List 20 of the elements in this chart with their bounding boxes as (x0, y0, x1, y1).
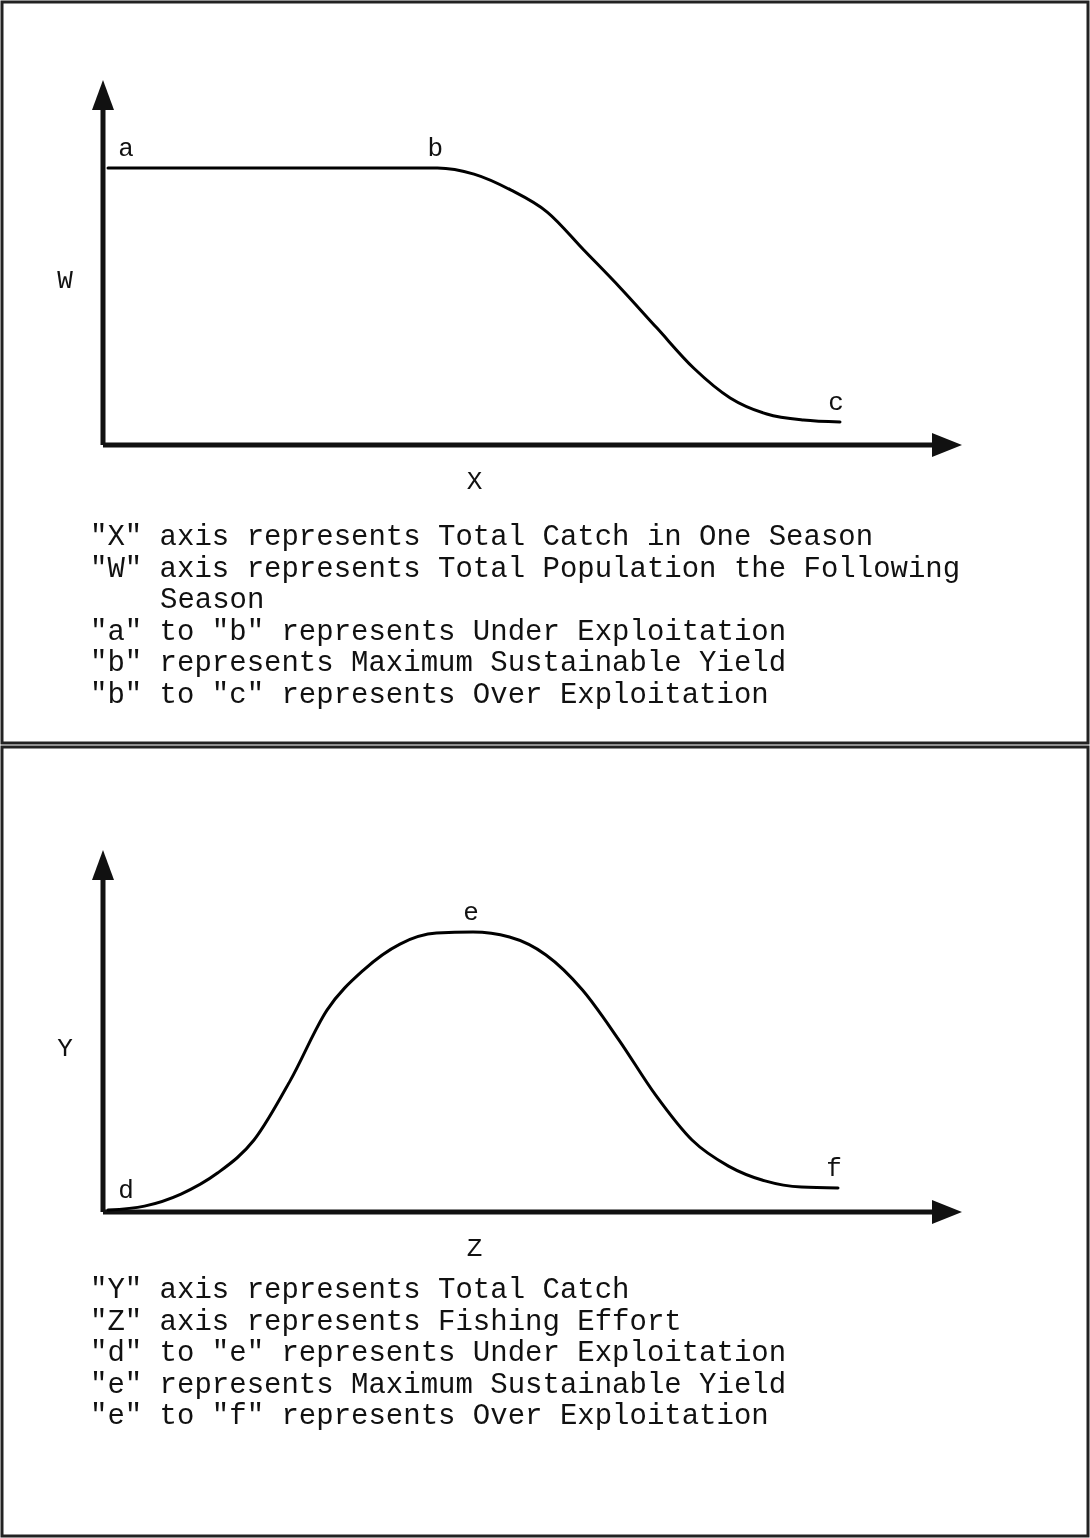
annotation: b (427, 134, 444, 164)
text: "e" represents Maximum Sustainable Yield (90, 1368, 787, 1402)
text: "a" to "b" represents Under Exploitation (90, 615, 787, 649)
x-axis-title: X (466, 467, 483, 497)
text: "b" to "c" represents Over Exploitation (90, 678, 769, 712)
text: "X" axis represents Total Catch in One Season (90, 521, 874, 554)
y-axis-title: Y (57, 1034, 74, 1064)
annotation: f (826, 1153, 842, 1184)
text: "Y" axis represents Total Catch (90, 1274, 630, 1307)
text: "e" to "f" represents Over Exploitation (90, 1400, 769, 1433)
text: "d" to "e" represents Under Exploitation (90, 1337, 787, 1370)
text: "W" axis represents Total Population the Following Season (90, 552, 961, 617)
annotation: a (118, 134, 134, 164)
annotation: e (463, 898, 479, 928)
y-axis-title: W (57, 265, 74, 296)
x-axis-title: Z (466, 1234, 483, 1264)
text: "Z" axis represents Fishing Effort (90, 1305, 682, 1339)
text: "b" represents Maximum Sustainable Yield (90, 647, 787, 680)
annotation: d (118, 1176, 134, 1207)
annotation: c (828, 388, 844, 419)
